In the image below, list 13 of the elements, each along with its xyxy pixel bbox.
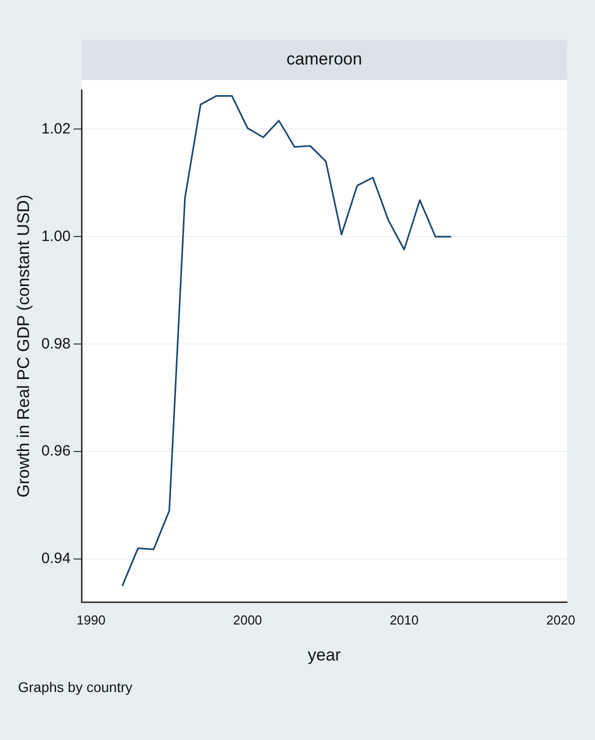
y-tick-label: 0.96 bbox=[41, 442, 71, 460]
text: Graphs by country bbox=[18, 678, 132, 695]
chart-title: cameroon bbox=[286, 50, 362, 69]
y-tick-label: 1.02 bbox=[41, 120, 71, 138]
y-axis-title: Growth in Real PC GDP (constant USD) bbox=[14, 194, 33, 498]
x-tick-label: 2020 bbox=[546, 612, 576, 628]
x-tick-label: 1990 bbox=[76, 612, 106, 628]
x-tick-label: 2000 bbox=[233, 612, 262, 628]
x-tick-label: 2010 bbox=[390, 612, 419, 628]
y-tick-label: 1.00 bbox=[41, 228, 71, 245]
y-tick-label: 0.98 bbox=[41, 335, 71, 352]
x-axis-title: year bbox=[308, 645, 342, 664]
y-tick-label: 0.94 bbox=[41, 550, 71, 568]
